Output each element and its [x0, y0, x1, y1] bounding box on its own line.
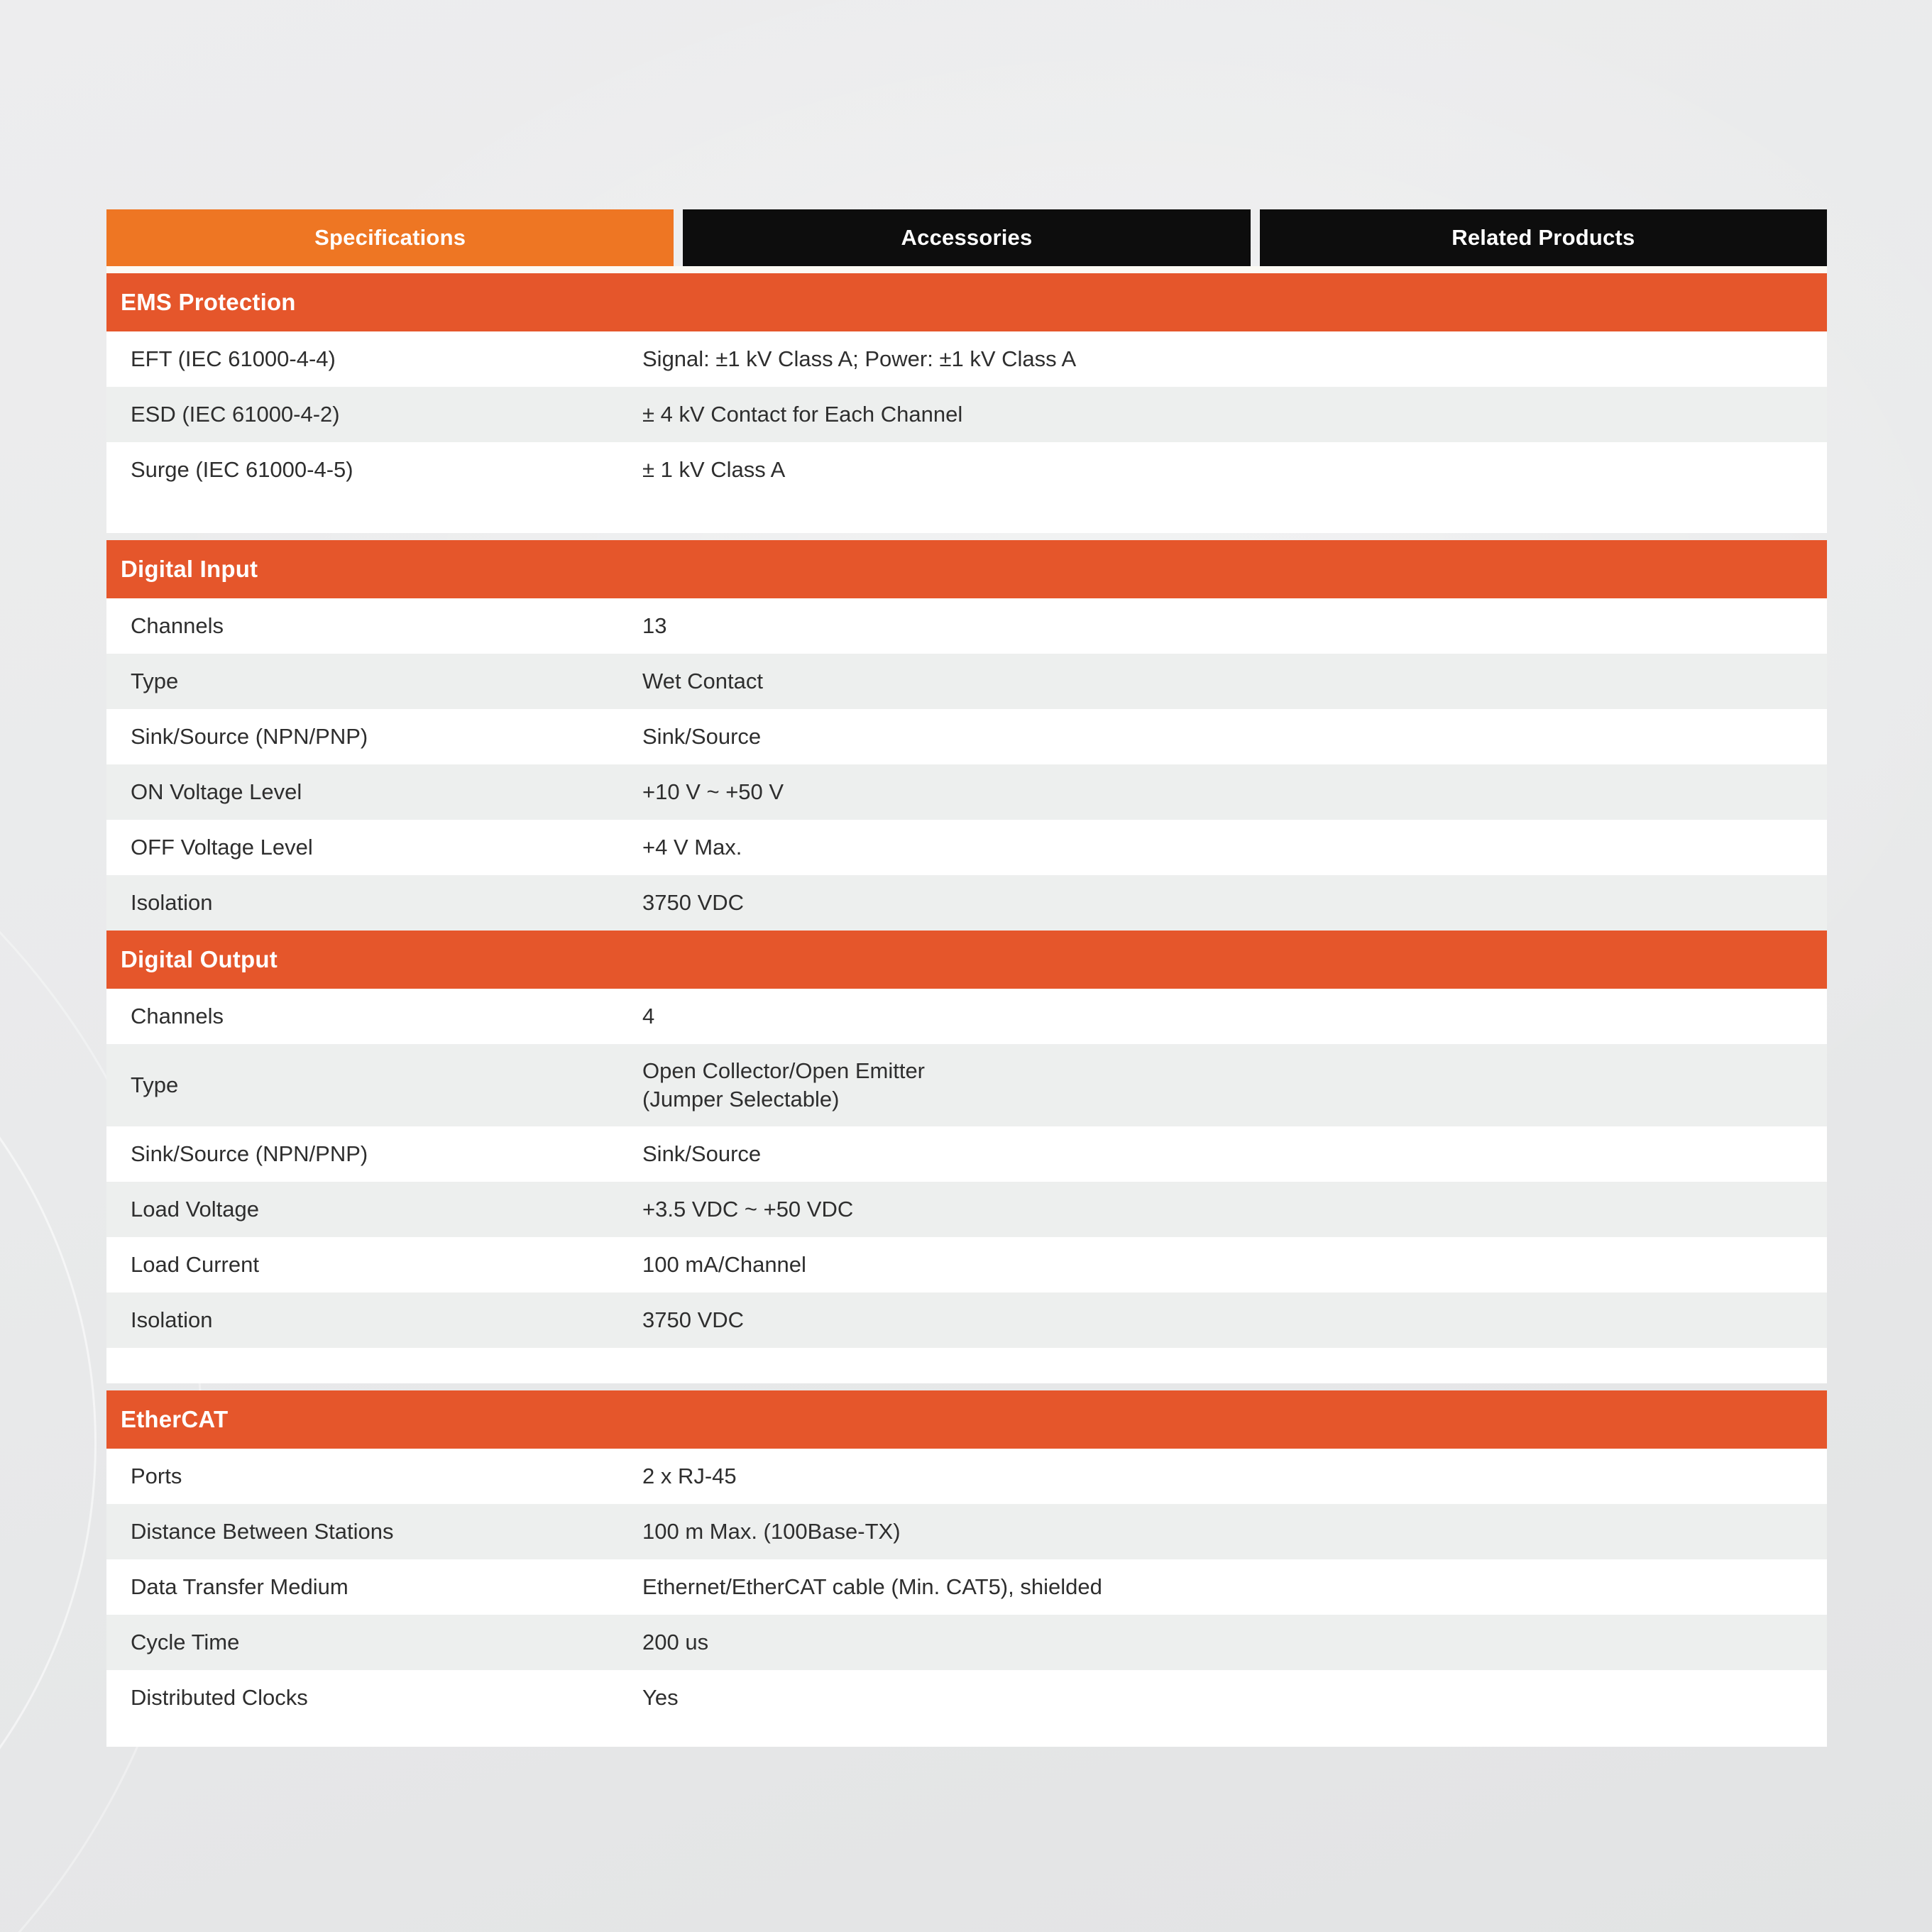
table-row: Load Current 100 mA/Channel	[106, 1237, 1827, 1292]
spec-value: 4	[642, 1004, 655, 1028]
tab-underline	[106, 266, 1827, 273]
table-row: Type Open Collector/Open Emitter (Jumper…	[106, 1044, 1827, 1126]
tab-related-products[interactable]: Related Products	[1259, 209, 1827, 266]
table-row: Load Voltage +3.5 VDC ~ +50 VDC	[106, 1182, 1827, 1237]
spec-value: Open Collector/Open Emitter (Jumper Sele…	[642, 1058, 926, 1112]
table-row: Type Wet Contact	[106, 654, 1827, 709]
spec-label: Channels	[131, 1004, 224, 1028]
table-row: Cycle Time 200 us	[106, 1615, 1827, 1670]
table-row: Data Transfer Medium Ethernet/EtherCAT c…	[106, 1559, 1827, 1615]
spec-label: Channels	[131, 613, 224, 638]
spec-label: Type	[131, 1072, 179, 1097]
spec-panel: Specifications Accessories Related Produ…	[106, 209, 1827, 1747]
table-row: Sink/Source (NPN/PNP) Sink/Source	[106, 709, 1827, 764]
spec-value: 200 us	[642, 1630, 709, 1654]
section-rows: Channels 13 Type Wet Contact Sink/Source…	[106, 598, 1827, 931]
tab-accessories[interactable]: Accessories	[683, 209, 1251, 266]
spec-value: 3750 VDC	[642, 890, 745, 915]
spec-value: Sink/Source	[642, 724, 762, 749]
spec-value: Yes	[642, 1685, 679, 1710]
spec-label: Distributed Clocks	[131, 1685, 308, 1710]
section-gap	[106, 533, 1827, 540]
spec-label: ESD (IEC 61000-4-2)	[131, 402, 340, 427]
section-rows: EFT (IEC 61000-4-4) Signal: ±1 kV Class …	[106, 331, 1827, 533]
table-row: Distributed Clocks Yes	[106, 1670, 1827, 1725]
spec-label: Sink/Source (NPN/PNP)	[131, 1141, 368, 1166]
table-row: Isolation 3750 VDC	[106, 1292, 1827, 1348]
spec-label: Isolation	[131, 890, 213, 915]
spec-label: Data Transfer Medium	[131, 1574, 348, 1599]
section-rows: Ports 2 x RJ-45 Distance Between Station…	[106, 1449, 1827, 1747]
table-row: Isolation 3750 VDC	[106, 875, 1827, 931]
table-row: Channels 13	[106, 598, 1827, 654]
table-row: EFT (IEC 61000-4-4) Signal: ±1 kV Class …	[106, 331, 1827, 387]
section-header-digital-input: Digital Input	[106, 540, 1827, 598]
spec-value: Signal: ±1 kV Class A; Power: ±1 kV Clas…	[642, 346, 1077, 371]
spec-value: +3.5 VDC ~ +50 VDC	[642, 1197, 854, 1222]
spec-label: Distance Between Stations	[131, 1519, 394, 1544]
spec-value: 100 m Max. (100Base-TX)	[642, 1519, 901, 1544]
section-digital-input: Digital Input Channels 13 Type Wet Conta…	[106, 540, 1827, 931]
decorative-circle	[0, 909, 97, 1932]
spec-value: Sink/Source	[642, 1141, 762, 1166]
spec-value: ± 1 kV Class A	[642, 457, 786, 482]
section-header-digital-output: Digital Output	[106, 931, 1827, 989]
spec-label: Isolation	[131, 1307, 213, 1332]
table-row: Distance Between Stations 100 m Max. (10…	[106, 1504, 1827, 1559]
table-row: ESD (IEC 61000-4-2) ± 4 kV Contact for E…	[106, 387, 1827, 442]
spec-label: Ports	[131, 1464, 182, 1488]
section-ems-protection: EMS Protection EFT (IEC 61000-4-4) Signa…	[106, 273, 1827, 533]
table-row: OFF Voltage Level +4 V Max.	[106, 820, 1827, 875]
table-row: Surge (IEC 61000-4-5) ± 1 kV Class A	[106, 442, 1827, 498]
spec-label: EFT (IEC 61000-4-4)	[131, 346, 336, 371]
spec-label: Surge (IEC 61000-4-5)	[131, 457, 353, 482]
tab-bar: Specifications Accessories Related Produ…	[106, 209, 1827, 266]
section-header-ems-protection: EMS Protection	[106, 273, 1827, 331]
spec-value: +4 V Max.	[642, 835, 742, 860]
table-row: ON Voltage Level +10 V ~ +50 V	[106, 764, 1827, 820]
spec-value: Ethernet/EtherCAT cable (Min. CAT5), shi…	[642, 1574, 1102, 1599]
spec-value: 100 mA/Channel	[642, 1252, 806, 1277]
spec-label: Load Voltage	[131, 1197, 260, 1222]
spec-label: Load Current	[131, 1252, 259, 1277]
table-row: Channels 4	[106, 989, 1827, 1044]
spec-label: Cycle Time	[131, 1630, 240, 1654]
section-rows: Channels 4 Type Open Collector/Open Emit…	[106, 989, 1827, 1383]
section-header-ethercat: EtherCAT	[106, 1390, 1827, 1449]
spec-value: 3750 VDC	[642, 1307, 745, 1332]
section-digital-output: Digital Output Channels 4 Type Open Coll…	[106, 931, 1827, 1383]
spec-label: Type	[131, 669, 179, 693]
table-row: Ports 2 x RJ-45	[106, 1449, 1827, 1504]
spec-value: 13	[642, 613, 667, 638]
spec-value: 2 x RJ-45	[642, 1464, 737, 1488]
spec-label: ON Voltage Level	[131, 779, 302, 804]
spec-value: ± 4 kV Contact for Each Channel	[642, 402, 963, 427]
spec-value: Wet Contact	[642, 669, 764, 693]
spec-label: Sink/Source (NPN/PNP)	[131, 724, 368, 749]
spec-value: +10 V ~ +50 V	[642, 779, 784, 804]
section-ethercat: EtherCAT Ports 2 x RJ-45 Distance Betwee…	[106, 1390, 1827, 1747]
table-row: Sink/Source (NPN/PNP) Sink/Source	[106, 1126, 1827, 1182]
section-gap	[106, 1383, 1827, 1390]
tab-specifications[interactable]: Specifications	[106, 209, 674, 266]
spec-label: OFF Voltage Level	[131, 835, 313, 860]
